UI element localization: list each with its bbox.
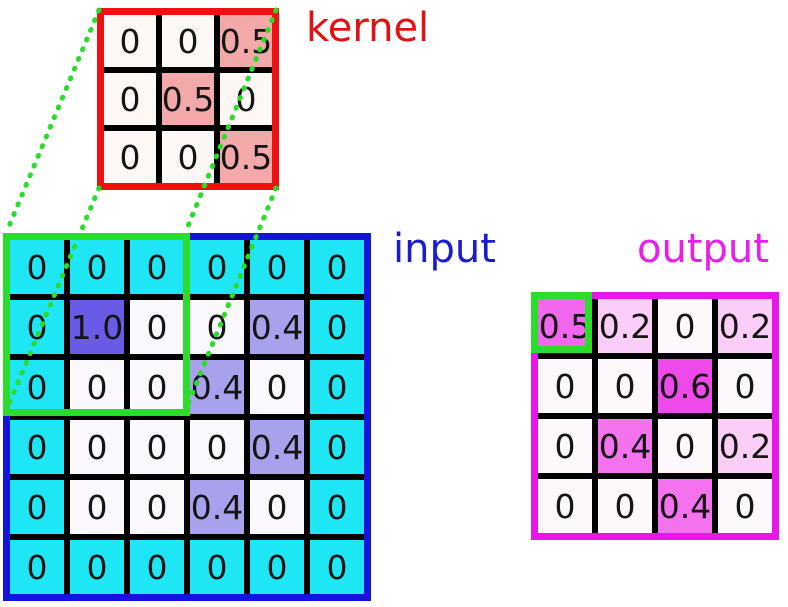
- kernel-cell-r2c2: 0.5: [220, 131, 272, 183]
- input-cell-r5c3: 0: [190, 540, 244, 594]
- kernel-label: kernel: [306, 5, 430, 51]
- output-label: output: [637, 226, 769, 272]
- input-cell-r2c1: 0: [70, 360, 124, 414]
- input-cell-r1c3: 0: [190, 300, 244, 354]
- input-cell-r4c0: 0: [10, 480, 64, 534]
- input-cell-r4c3: 0.4: [190, 480, 244, 534]
- output-cell-r0c1: 0.2: [598, 299, 652, 353]
- input-cell-r0c0: 0: [10, 240, 64, 294]
- kernel-cell-r0c0: 0: [104, 15, 156, 67]
- input-cell-r0c4: 0: [250, 240, 304, 294]
- input-cell-r5c5: 0: [310, 540, 364, 594]
- kernel-cell-r0c2: 0.5: [220, 15, 272, 67]
- input-cell-r0c3: 0: [190, 240, 244, 294]
- output-cell-r0c2: 0: [658, 299, 712, 353]
- output-cell-r3c3: 0: [718, 479, 772, 533]
- input-cell-r2c2: 0: [130, 360, 184, 414]
- input-cell-r3c1: 0: [70, 420, 124, 474]
- output-cell-r2c0: 0: [538, 419, 592, 473]
- kernel-cell-r1c0: 0: [104, 73, 156, 125]
- input-cell-r1c5: 0: [310, 300, 364, 354]
- input-cell-r5c2: 0: [130, 540, 184, 594]
- input-cell-r2c3: 0.4: [190, 360, 244, 414]
- output-cell-r0c3: 0.2: [718, 299, 772, 353]
- kernel-cell-r1c2: 0: [220, 73, 272, 125]
- input-cell-r4c4: 0: [250, 480, 304, 534]
- input-cell-r1c4: 0.4: [250, 300, 304, 354]
- input-cell-r0c1: 0: [70, 240, 124, 294]
- kernel-matrix: 0 0 0.5 0 0.5 0 0 0 0.5: [97, 8, 279, 190]
- input-cell-r5c4: 0: [250, 540, 304, 594]
- input-cell-r5c1: 0: [70, 540, 124, 594]
- input-cell-r1c0: 0: [10, 300, 64, 354]
- input-cell-r0c5: 0: [310, 240, 364, 294]
- output-cell-r1c0: 0: [538, 359, 592, 413]
- output-cell-r1c3: 0: [718, 359, 772, 413]
- input-cell-r0c2: 0: [130, 240, 184, 294]
- zoom-guide-line-0: [4, 7, 102, 234]
- output-cell-r0c0: 0.5: [538, 299, 592, 353]
- input-cell-r3c5: 0: [310, 420, 364, 474]
- input-cell-r3c2: 0: [130, 420, 184, 474]
- input-cell-r4c1: 0: [70, 480, 124, 534]
- output-cell-r3c2: 0.4: [658, 479, 712, 533]
- input-cell-r1c2: 0: [130, 300, 184, 354]
- kernel-cell-r2c0: 0: [104, 131, 156, 183]
- output-cell-r3c0: 0: [538, 479, 592, 533]
- kernel-cell-r1c1: 0.5: [162, 73, 214, 125]
- input-cell-r3c0: 0: [10, 420, 64, 474]
- kernel-cell-r0c1: 0: [162, 15, 214, 67]
- output-matrix: 0.5 0.2 0 0.2 0 0 0.6 0 0 0.4 0 0.2 0 0 0.4 0: [531, 292, 779, 540]
- input-cell-r4c5: 0: [310, 480, 364, 534]
- input-label: input: [393, 226, 496, 272]
- output-cell-r2c1: 0.4: [598, 419, 652, 473]
- input-cell-r2c0: 0: [10, 360, 64, 414]
- input-cell-r2c5: 0: [310, 360, 364, 414]
- input-matrix: 0 0 0 0 0 0 0 1.0 0 0 0.4 0 0 0 0 0.4 0 0 0 0 0 0 0.4 0 0 0 0 0.4 0 0…: [3, 233, 371, 601]
- output-cell-r3c1: 0: [598, 479, 652, 533]
- input-cell-r3c4: 0.4: [250, 420, 304, 474]
- output-cell-r1c1: 0: [598, 359, 652, 413]
- output-cell-r2c3: 0.2: [718, 419, 772, 473]
- output-cell-r2c2: 0: [658, 419, 712, 473]
- input-cell-r4c2: 0: [130, 480, 184, 534]
- input-cell-r1c1: 1.0: [70, 300, 124, 354]
- kernel-cell-r2c1: 0: [162, 131, 214, 183]
- input-cell-r2c4: 0: [250, 360, 304, 414]
- input-cell-r3c3: 0: [190, 420, 244, 474]
- output-cell-r1c2: 0.6: [658, 359, 712, 413]
- input-cell-r5c0: 0: [10, 540, 64, 594]
